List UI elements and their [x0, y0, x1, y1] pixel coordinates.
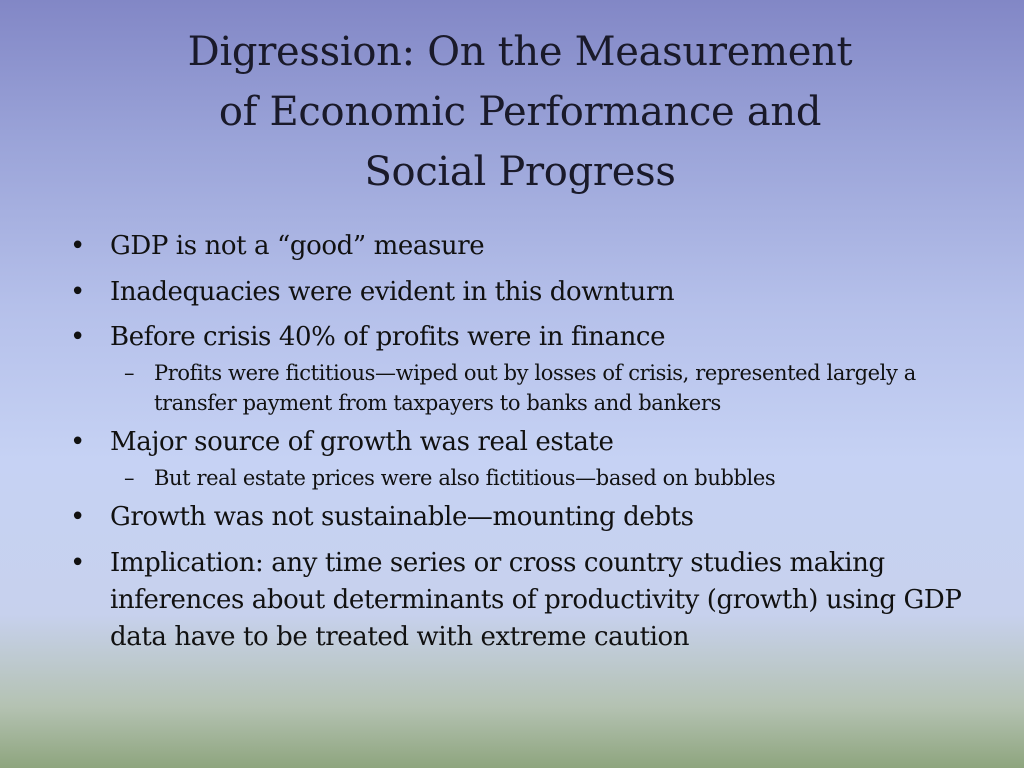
bullet-text: Growth was not sustainable—mounting debt… — [110, 502, 694, 532]
bullet-dot: • — [70, 427, 85, 457]
title-line-3: Social Progress — [364, 149, 676, 195]
bullet-text: GDP is not a “good” measure — [110, 231, 485, 261]
bullet-item: • Implication: any time series or cross … — [68, 545, 968, 656]
bullet-item: • Inadequacies were evident in this down… — [68, 274, 968, 311]
bullet-dot: • — [70, 277, 85, 307]
sub-bullet-item: – Profits were fictitious—wiped out by l… — [68, 358, 968, 418]
bullet-dot: • — [70, 548, 85, 578]
sub-bullet-item: – But real estate prices were also ficti… — [68, 463, 968, 493]
bullet-text: Before crisis 40% of profits were in fin… — [110, 322, 666, 352]
sub-bullet-text: Profits were fictitious—wiped out by los… — [154, 361, 916, 415]
slide-title: Digression: On the Measurement of Econom… — [100, 22, 940, 202]
bullet-item: • GDP is not a “good” measure — [68, 228, 968, 265]
sub-bullet-text: But real estate prices were also fictiti… — [154, 466, 776, 490]
title-line-1: Digression: On the Measurement — [187, 29, 853, 75]
bullet-item: • Major source of growth was real estate — [68, 424, 968, 461]
slide-body: • GDP is not a “good” measure • Inadequa… — [68, 228, 968, 656]
bullet-item: • Growth was not sustainable—mounting de… — [68, 499, 968, 536]
bullet-text: Inadequacies were evident in this downtu… — [110, 277, 675, 307]
sub-bullet-dash: – — [124, 466, 135, 490]
bullet-text: Implication: any time series or cross co… — [110, 548, 962, 652]
bullet-dot: • — [70, 322, 85, 352]
bullet-text: Major source of growth was real estate — [110, 427, 614, 457]
sub-bullet-dash: – — [124, 361, 135, 385]
title-line-2: of Economic Performance and — [218, 89, 822, 135]
bullet-dot: • — [70, 231, 85, 261]
bullet-item: • Before crisis 40% of profits were in f… — [68, 319, 968, 356]
bullet-dot: • — [70, 502, 85, 532]
